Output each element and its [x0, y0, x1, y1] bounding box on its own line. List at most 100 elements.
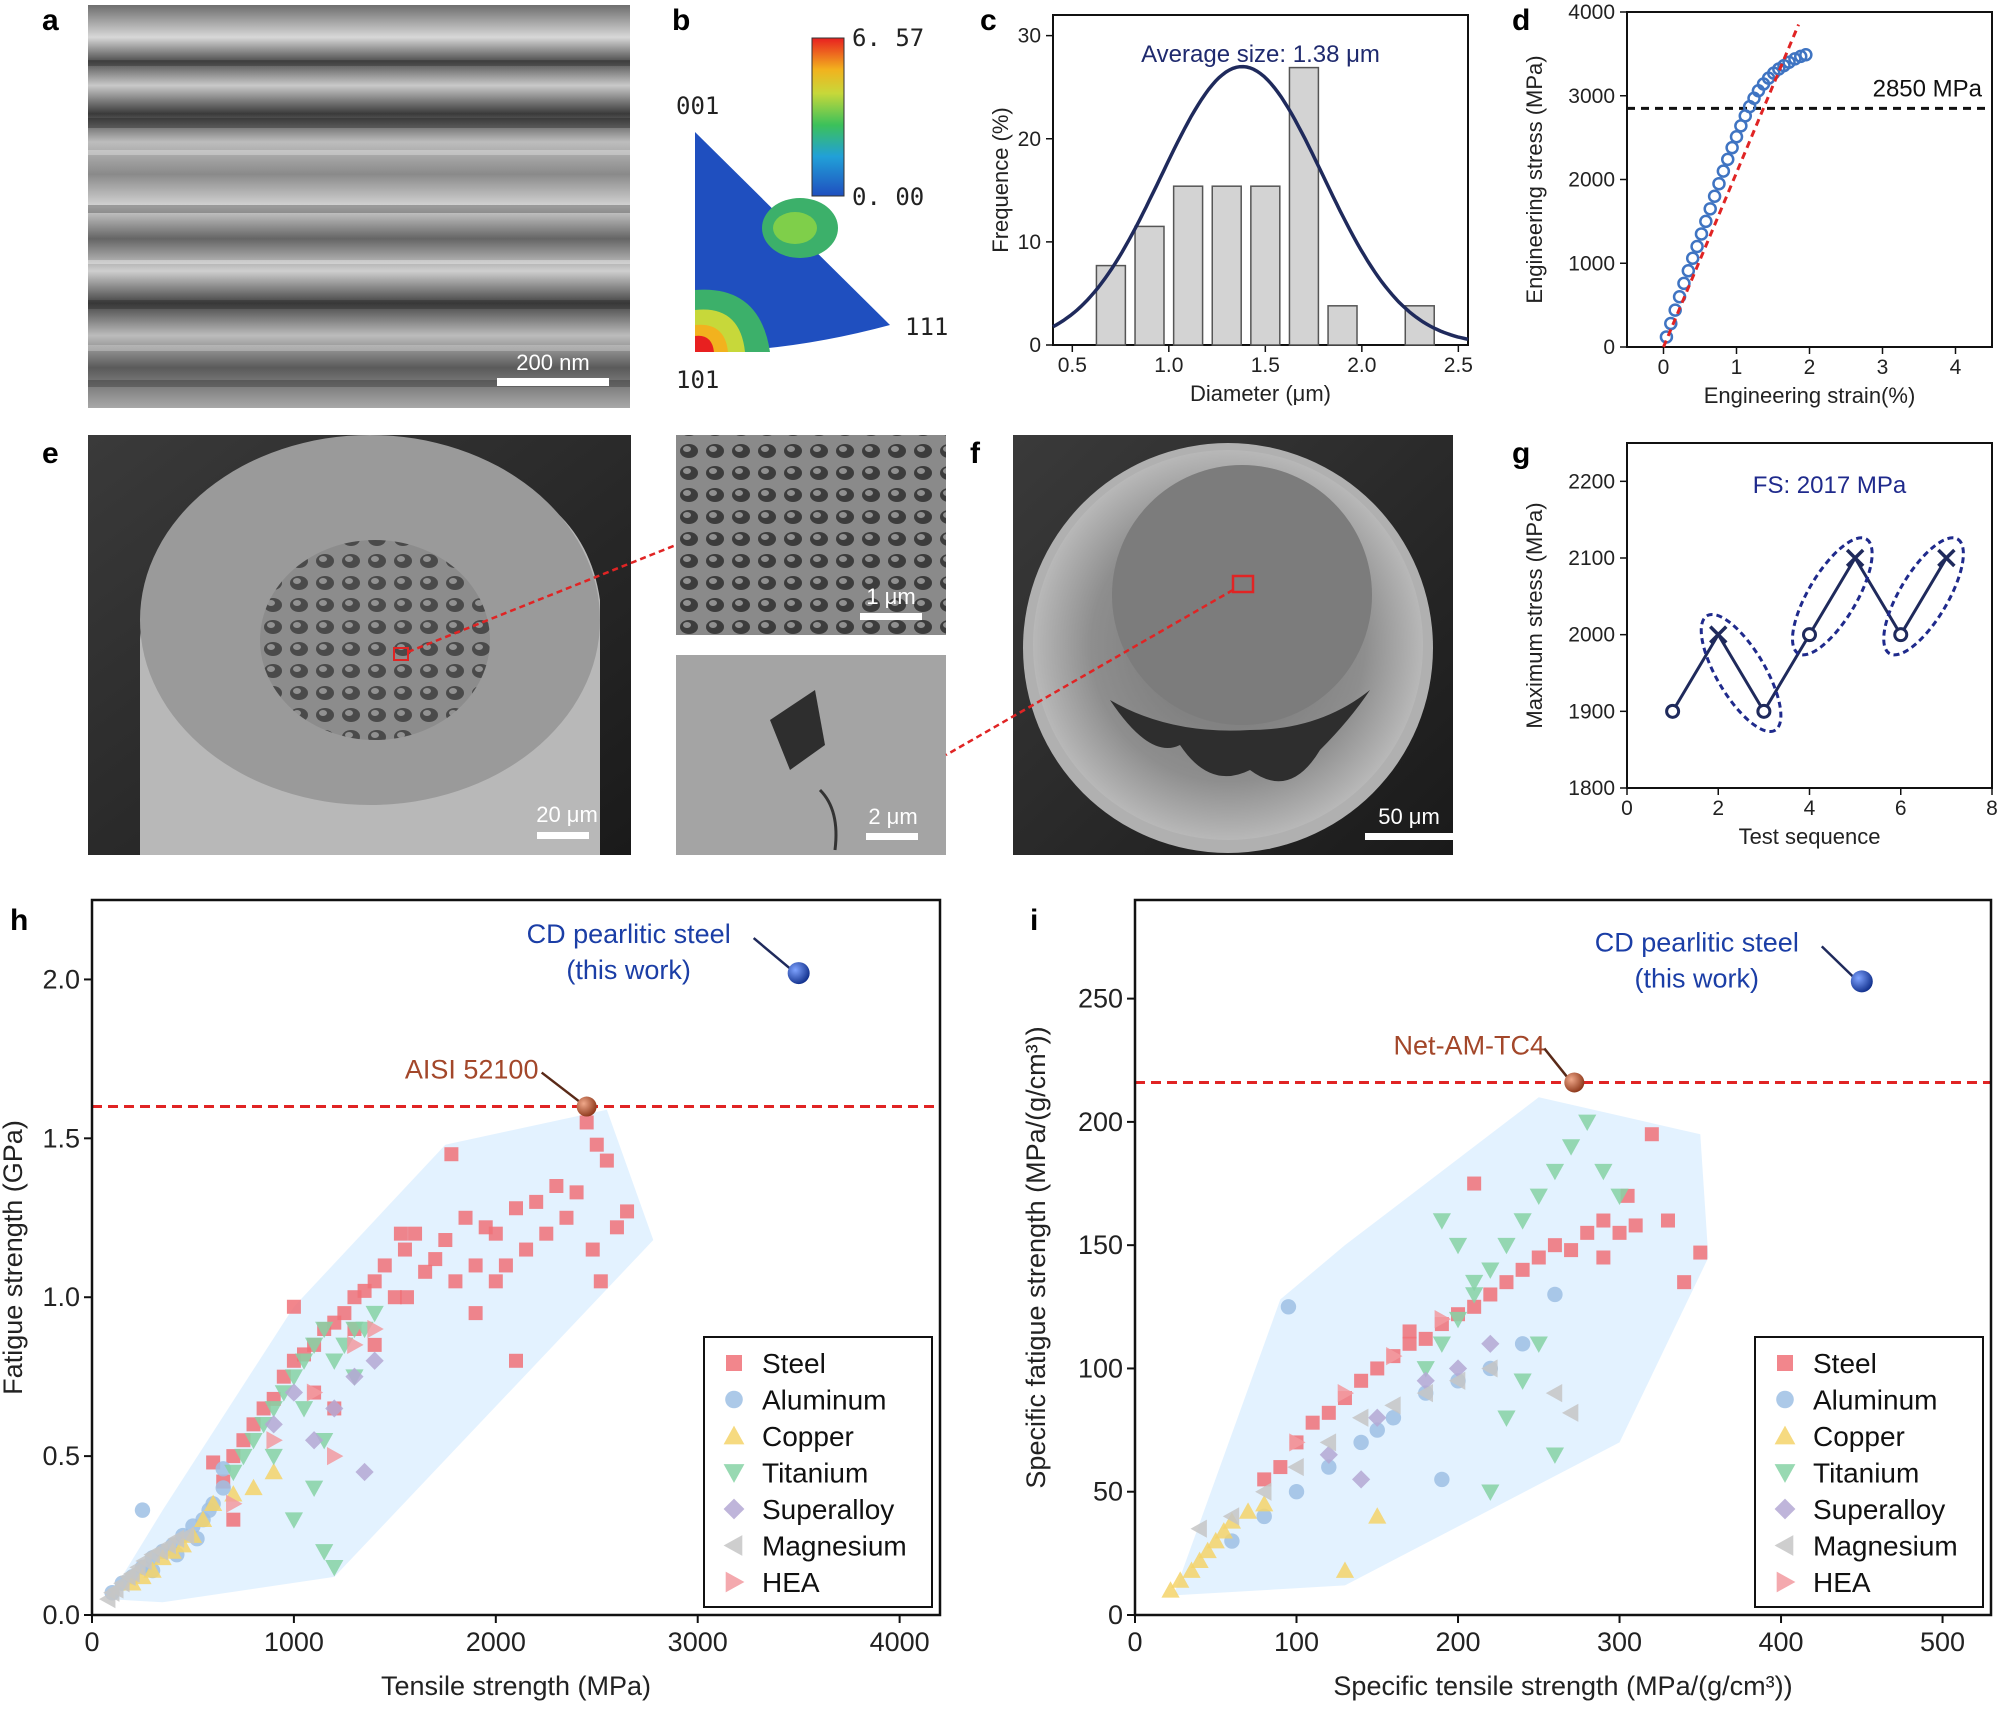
point-superalloy: [1416, 1371, 1435, 1390]
legend-marker-magnesium: [1774, 1535, 1794, 1556]
y-tick-label: 0: [1603, 336, 1615, 359]
point-aluminum: [1434, 1471, 1450, 1488]
x-tick-label: 3: [1877, 356, 1889, 379]
scale-label-zoom2: 2 μm: [868, 804, 917, 829]
fatigue-test-point: [1893, 627, 1909, 643]
highlight-leader-blue: [1820, 945, 1855, 979]
stress-strain-point: [1668, 303, 1682, 317]
point-titanium: [264, 1448, 283, 1466]
panel-e: 20 μm 1 μm 2 μm: [88, 435, 946, 855]
y-axis-label: Frequence (%): [988, 107, 1013, 253]
point-aluminum: [1353, 1434, 1369, 1451]
y-tick-label: 20: [1018, 128, 1041, 151]
point-aluminum: [1288, 1484, 1305, 1500]
data-envelope: [108, 1109, 654, 1603]
point-aluminum: [1369, 1422, 1385, 1438]
point-copper: [1161, 1581, 1180, 1598]
legend-label-superalloy: Superalloy: [762, 1494, 894, 1525]
scale-bar-zoom2: [866, 833, 918, 840]
point-hea: [226, 1494, 243, 1513]
legend-label-hea: HEA: [1813, 1567, 1871, 1598]
y-axis-label: Fatigue strength (GPa): [0, 1120, 28, 1395]
y-tick-label: 0.5: [42, 1441, 80, 1471]
point-steel: [286, 1299, 301, 1314]
legend-label-titanium: Titanium: [1813, 1458, 1919, 1489]
point-steel: [1660, 1213, 1675, 1228]
point-steel: [1354, 1373, 1369, 1388]
point-titanium: [1432, 1213, 1451, 1230]
highlight-label-this-work-line1: CD pearlitic steel: [527, 919, 731, 949]
point-steel: [1483, 1287, 1498, 1302]
legend-marker-superalloy: [1774, 1498, 1796, 1520]
point-titanium: [1594, 1163, 1613, 1181]
point-steel: [367, 1337, 382, 1352]
point-titanium: [1545, 1447, 1565, 1464]
stress-strain-point: [1707, 189, 1722, 203]
x-tick-label: 1000: [264, 1627, 324, 1657]
stress-strain-point: [1685, 251, 1700, 265]
point-magnesium: [167, 1529, 185, 1548]
x-tick-label: 400: [1759, 1627, 1804, 1657]
sem-e-zoom-box: [393, 647, 409, 661]
point-steel: [1402, 1324, 1417, 1339]
point-steel: [509, 1353, 523, 1368]
y-tick-label: 2.0: [42, 964, 80, 994]
point-titanium: [1578, 1114, 1597, 1131]
point-copper: [204, 1494, 223, 1512]
point-titanium: [1416, 1361, 1435, 1378]
legend-marker-superalloy: [723, 1498, 745, 1520]
point-magnesium: [1255, 1482, 1272, 1501]
point-titanium: [1497, 1237, 1516, 1255]
x-tick-label: 300: [1597, 1627, 1642, 1657]
fatigue-runout-point: [1709, 625, 1728, 644]
point-steel: [488, 1226, 503, 1241]
point-steel: [1467, 1176, 1482, 1191]
point-steel: [387, 1290, 402, 1305]
sem-zoom-pore: [770, 690, 825, 770]
point-steel: [418, 1264, 433, 1279]
point-aluminum: [1514, 1336, 1531, 1352]
legend-marker-magnesium: [723, 1535, 743, 1556]
chart-h: CD pearlitic steel (this work) AISI 52100 0…: [0, 898, 942, 1701]
point-hea: [1289, 1433, 1306, 1452]
panel-label-b: b: [672, 4, 690, 37]
point-steel: [448, 1274, 463, 1289]
colorbar: [811, 37, 845, 197]
point-steel: [468, 1306, 483, 1321]
point-steel: [589, 1137, 604, 1152]
point-steel: [397, 1242, 412, 1257]
highlight-point-reference: [1564, 1072, 1585, 1093]
y-axis-label: Engineering stress (MPa): [1522, 55, 1547, 303]
point-steel: [609, 1220, 624, 1235]
point-hea: [1386, 1347, 1403, 1366]
legend-marker-steel: [1777, 1355, 1793, 1371]
point-titanium: [1561, 1139, 1581, 1156]
y-tick-label: 2000: [1568, 624, 1615, 647]
point-steel: [1547, 1238, 1562, 1253]
panel-a: a 200 nm: [42, 4, 630, 408]
point-hea: [347, 1335, 364, 1354]
point-superalloy: [345, 1367, 364, 1386]
point-steel: [1515, 1262, 1530, 1277]
point-titanium: [1497, 1410, 1516, 1427]
legend-marker-copper: [1774, 1425, 1796, 1445]
ipf-corner-001: 001: [676, 92, 719, 120]
point-titanium: [1432, 1336, 1451, 1353]
x-tick-label: 1.0: [1154, 354, 1183, 377]
point-steel: [444, 1147, 459, 1162]
reference-label-2850: 2850 MPa: [1873, 75, 1983, 102]
histogram-bar: [1095, 264, 1127, 346]
panel-label-d: d: [1512, 4, 1530, 37]
legend-marker-titanium: [1774, 1464, 1796, 1483]
point-steel: [1612, 1225, 1627, 1240]
point-steel: [529, 1194, 544, 1209]
point-copper: [143, 1561, 162, 1578]
stress-strain-point: [1725, 140, 1739, 155]
x-tick-label: 6: [1895, 797, 1907, 820]
highlight-leader-blue: [752, 937, 792, 971]
panel-label-i: i: [1030, 904, 1038, 937]
y-tick-label: 3000: [1568, 85, 1615, 108]
panel-label-a: a: [42, 4, 59, 37]
point-titanium: [1610, 1188, 1629, 1205]
point-steel: [1677, 1275, 1692, 1290]
